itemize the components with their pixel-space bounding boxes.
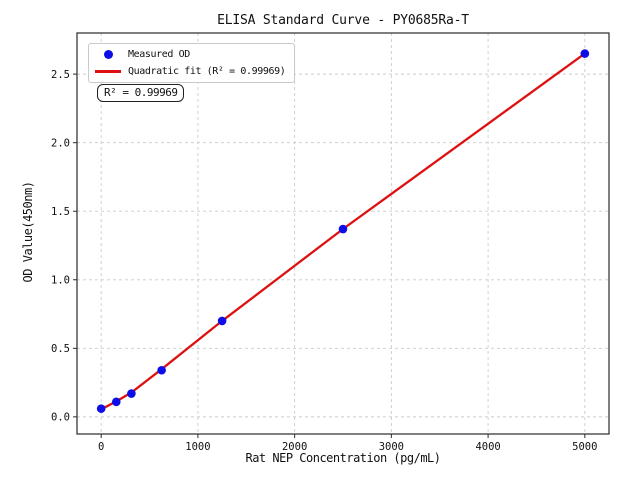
y-axis-label: OD Value(450nm)	[21, 181, 35, 283]
chart-title: ELISA Standard Curve - PY0685Ra-T	[217, 13, 469, 28]
legend-item-measured-od: Measured OD	[95, 48, 285, 61]
legend-label-quadratic-fit: Quadratic fit (R² = 0.99969)	[128, 66, 286, 77]
legend-item-quadratic-fit: Quadratic fit (R² = 0.99969)	[95, 65, 286, 78]
svg-text:5000: 5000	[572, 441, 597, 453]
svg-text:3000: 3000	[379, 441, 404, 453]
r-squared-annotation: R² = 0.99969	[97, 84, 185, 102]
svg-text:1000: 1000	[185, 441, 210, 453]
svg-text:4000: 4000	[475, 441, 500, 453]
svg-text:2000: 2000	[282, 441, 307, 453]
svg-text:1.5: 1.5	[51, 206, 70, 218]
legend-line-marker	[95, 70, 121, 73]
svg-text:1.0: 1.0	[51, 275, 70, 287]
legend: Measured OD Quadratic fit (R² = 0.99969)	[88, 43, 296, 83]
legend-dot-marker	[103, 50, 113, 59]
x-axis-label: Rat NEP Concentration (pg/mL)	[245, 451, 441, 465]
svg-text:0.5: 0.5	[51, 343, 70, 355]
svg-text:0: 0	[98, 441, 104, 453]
svg-text:2.0: 2.0	[51, 137, 70, 149]
svg-text:2.5: 2.5	[51, 69, 70, 81]
legend-label-measured-od: Measured OD	[128, 49, 190, 60]
svg-text:0.0: 0.0	[51, 412, 70, 424]
